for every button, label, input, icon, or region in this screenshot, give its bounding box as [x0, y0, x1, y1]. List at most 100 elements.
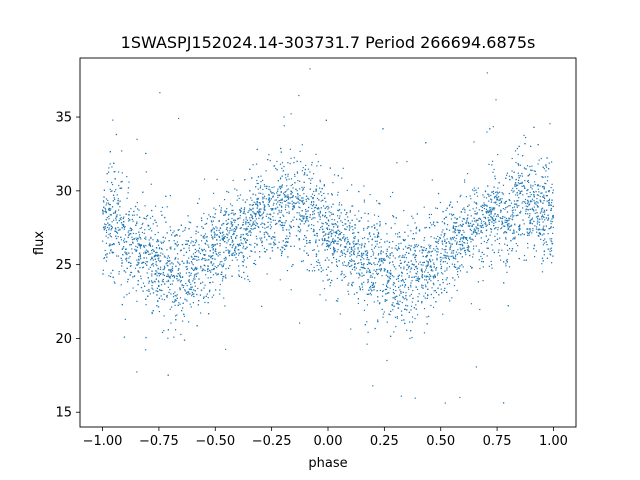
data-point: [545, 183, 547, 185]
data-point: [279, 187, 282, 189]
data-point: [480, 255, 482, 258]
data-point: [163, 255, 165, 257]
data-point: [406, 305, 409, 307]
data-point: [518, 226, 520, 228]
data-point: [475, 226, 477, 228]
data-point: [514, 223, 516, 225]
data-point: [405, 251, 408, 254]
data-point: [501, 227, 503, 229]
data-point: [303, 215, 305, 217]
data-point: [152, 239, 154, 241]
data-point: [145, 349, 147, 351]
data-point: [228, 251, 230, 253]
data-point: [466, 218, 468, 220]
data-point: [482, 266, 484, 268]
data-point: [129, 227, 131, 229]
data-point: [528, 234, 530, 237]
data-point: [463, 247, 465, 249]
data-point: [279, 224, 281, 226]
data-point: [273, 244, 275, 246]
data-point: [332, 241, 334, 243]
data-point: [134, 248, 136, 251]
data-point: [137, 271, 139, 273]
data-point: [519, 192, 522, 195]
data-point: [548, 190, 550, 192]
data-point: [251, 204, 254, 206]
data-point: [494, 219, 497, 221]
data-point: [477, 224, 479, 226]
data-point: [488, 210, 490, 212]
data-point: [423, 249, 425, 251]
data-point: [190, 236, 192, 238]
data-point: [286, 245, 288, 247]
data-point: [442, 257, 444, 259]
data-point: [533, 126, 535, 128]
data-point: [452, 238, 454, 240]
data-point: [481, 232, 483, 234]
data-point: [130, 233, 132, 235]
data-point: [379, 223, 381, 225]
data-point: [126, 260, 128, 262]
data-point: [254, 227, 256, 229]
data-point: [110, 229, 112, 231]
data-point: [550, 209, 553, 211]
data-point: [117, 202, 120, 204]
data-point: [542, 244, 544, 246]
data-point: [532, 229, 534, 232]
data-point: [524, 201, 526, 203]
data-point: [436, 241, 438, 243]
data-point: [148, 268, 150, 270]
data-point: [455, 229, 457, 231]
data-point: [498, 205, 500, 207]
data-point: [251, 224, 254, 226]
data-point: [304, 220, 307, 222]
data-point: [198, 244, 200, 246]
data-point: [182, 302, 184, 304]
data-point: [312, 230, 314, 233]
data-point: [443, 218, 445, 220]
data-point: [491, 221, 493, 223]
data-point: [278, 204, 281, 206]
data-point: [369, 276, 371, 278]
data-point: [548, 162, 550, 164]
data-point: [477, 187, 479, 189]
data-point: [175, 234, 177, 236]
data-point: [330, 241, 332, 243]
data-point: [314, 206, 317, 209]
data-point: [143, 232, 145, 235]
data-point: [444, 254, 446, 257]
data-point: [552, 217, 554, 219]
data-point: [279, 163, 282, 165]
data-point: [250, 220, 252, 222]
data-point: [511, 214, 513, 216]
data-point: [182, 307, 184, 309]
data-point: [166, 294, 168, 297]
data-point: [403, 261, 406, 263]
data-point: [344, 228, 346, 230]
data-point: [527, 179, 529, 182]
data-point: [456, 268, 458, 270]
data-point: [170, 246, 172, 248]
data-point: [416, 213, 418, 215]
data-point: [311, 177, 313, 180]
data-point: [491, 217, 493, 219]
data-point: [102, 269, 104, 271]
data-point: [521, 190, 523, 192]
data-point: [297, 198, 299, 201]
data-point: [218, 220, 220, 223]
data-point: [249, 243, 251, 246]
data-point: [521, 175, 524, 177]
data-point: [357, 302, 360, 305]
data-point: [340, 250, 343, 252]
data-point: [378, 232, 380, 234]
data-point: [293, 205, 295, 207]
data-point: [425, 256, 427, 258]
data-point: [151, 245, 154, 247]
data-point: [547, 214, 549, 216]
data-point: [268, 200, 270, 203]
data-point: [492, 171, 494, 173]
data-point: [431, 287, 433, 289]
data-point: [215, 234, 217, 236]
data-point: [470, 238, 472, 240]
data-point: [411, 316, 414, 318]
